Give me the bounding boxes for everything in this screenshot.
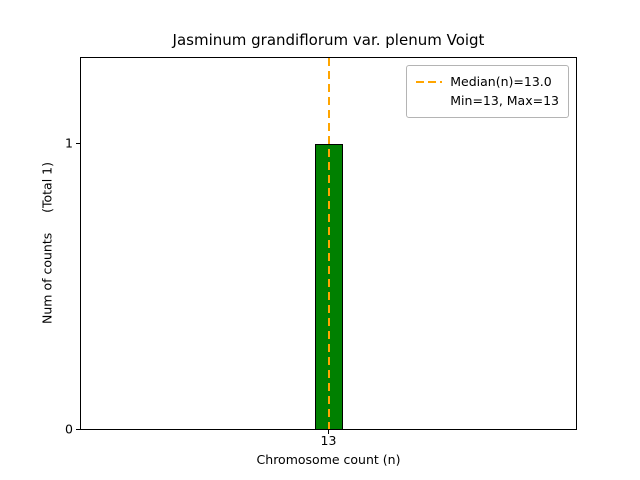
- legend-label-median: Median(n)=13.0: [450, 74, 552, 89]
- chart-title: Jasminum grandiflorum var. plenum Voigt: [172, 31, 485, 49]
- y-tick-label: 0: [65, 420, 73, 436]
- legend: Median(n)=13.0 Min=13, Max=13: [406, 65, 569, 118]
- plot-area: Median(n)=13.0 Min=13, Max=13 0 1 13: [65, 57, 577, 447]
- x-tick-mark: [328, 430, 329, 434]
- legend-spacer: [416, 100, 442, 102]
- y-tick-mark: [76, 428, 80, 430]
- legend-row-minmax: Min=13, Max=13: [416, 91, 559, 110]
- median-line: [327, 58, 330, 429]
- y-axis-label: Num of counts (Total 1): [39, 162, 55, 324]
- legend-label-minmax: Min=13, Max=13: [450, 93, 559, 109]
- median-dashed-line-icon: [416, 80, 443, 83]
- x-tick-label: 13: [320, 433, 337, 448]
- legend-row-median: Median(n)=13.0: [416, 72, 559, 91]
- y-tick-label: 1: [65, 135, 73, 151]
- y-tick-mark: [76, 143, 80, 145]
- x-axis-label: Chromosome count (n): [256, 452, 401, 467]
